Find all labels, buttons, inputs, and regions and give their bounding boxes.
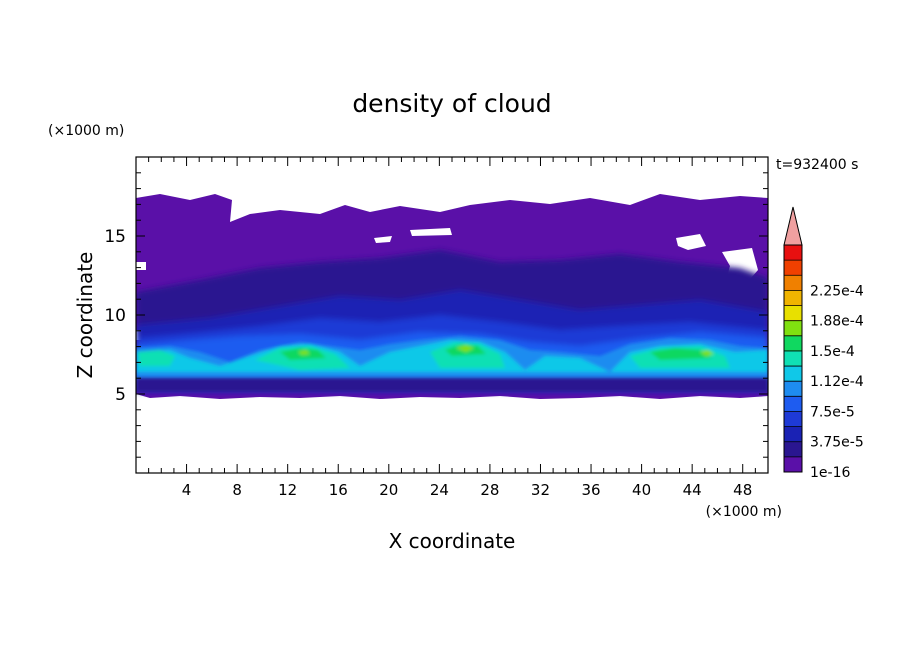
colorbar-label: 7.5e-5 [810,404,855,420]
y-axis: 5 10 15 [104,172,768,458]
colorbar-swatch [784,275,802,291]
colorbar-label: 1e-16 [810,465,850,481]
density-field [136,194,768,399]
time-label: t=932400 s [776,157,858,173]
x-tick-label: 48 [733,481,752,499]
x-axis-title: X coordinate [389,529,516,553]
colorbar-label: 2.25e-4 [810,283,864,299]
x-tick-label: 44 [683,481,702,499]
colorbar-swatch [784,320,802,337]
density-core [136,336,768,380]
x-tick-label: 24 [430,481,449,499]
chart-title: density of cloud [352,89,551,118]
colorbar-swatch [784,305,802,321]
y-tick-label: 15 [104,227,126,247]
colorbar-swatch [784,441,802,458]
colorbar-swatch [784,260,802,276]
x-tick-label: 16 [329,481,348,499]
colorbar-swatch [784,426,802,443]
colorbar-label: 1.12e-4 [810,374,864,390]
colorbar-swatch [784,366,802,382]
x-axis: 4 8 12 16 20 24 28 32 36 40 44 48 [148,157,756,499]
colorbar-extend-triangle [783,206,803,246]
y-axis-title: Z coordinate [73,252,97,379]
colorbar: 1e-16 3.75e-5 7.5e-5 1.12e-4 1.5e-4 1.88e-4 2.… [783,206,864,481]
colorbar-label: 3.75e-5 [810,435,864,451]
x-tick-label: 36 [581,481,600,499]
x-tick-label: 8 [232,481,242,499]
colorbar-swatch [784,411,802,427]
colorbar-swatch [784,290,802,306]
colorbar-swatch [784,350,802,367]
y-tick-label: 10 [104,306,126,326]
x-tick-label: 28 [480,481,499,499]
y-unit-label: (×1000 m) [48,123,124,139]
colorbar-swatch [784,245,802,261]
x-tick-label: 40 [632,481,651,499]
y-tick-label: 5 [115,385,126,405]
colorbar-frame [783,244,803,473]
colorbar-swatch [784,456,802,473]
cloud-base-band [136,378,768,392]
x-tick-label: 20 [379,481,398,499]
x-tick-label: 32 [531,481,550,499]
colorbar-swatch [784,335,802,352]
x-unit-label: (×1000 m) [706,504,782,520]
x-tick-label: 12 [278,481,297,499]
colorbar-swatch [784,381,802,397]
colorbar-swatch [784,396,802,412]
x-tick-label: 4 [182,481,192,499]
colorbar-label: 1.5e-4 [810,344,855,360]
colorbar-label: 1.88e-4 [810,314,864,330]
